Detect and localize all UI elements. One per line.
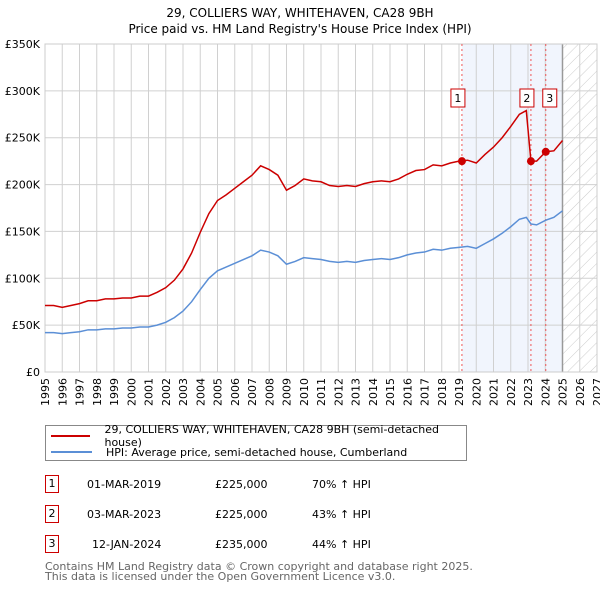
sale-point [526,157,535,166]
x-tick-label: 2021 [488,378,501,406]
sale-label-box: 3 [542,88,558,108]
x-tick-label: 2020 [470,378,483,406]
legend-item-hpi: HPI: Average price, semi-detached house,… [46,444,407,460]
x-tick-label: 1997 [74,378,87,406]
footer-copyright: Contains HM Land Registry data © Crown c… [45,560,473,573]
legend: 29, COLLIERS WAY, WHITEHAVEN, CA28 9BH (… [45,423,467,461]
x-tick-label: 2011 [315,378,328,406]
transaction-badge: 3 [45,535,59,553]
y-tick-label: £150K [5,225,41,238]
x-tick-label: 1998 [91,378,104,406]
transaction-badge: 1 [45,475,59,493]
sale-label-frame [542,88,558,108]
transaction-date: 01-MAR-2019 [87,478,162,491]
transaction-date: 12-JAN-2024 [92,538,162,551]
sale-label: 1 [454,92,461,105]
y-tick-label: £300K [5,85,41,98]
x-tick-label: 2014 [367,378,380,406]
sale-label-box: 1 [450,88,466,108]
price-chart: 29, COLLIERS WAY, WHITEHAVEN, CA28 9BH P… [5,6,600,406]
x-tick-label: 2024 [539,378,552,406]
sale-label-box: 2 [519,88,535,108]
x-tick-label: 2012 [332,378,345,406]
sale-label: 2 [523,92,530,105]
x-tick-label: 2015 [384,378,397,406]
hpi-line [45,210,563,335]
x-tick-label: 2013 [350,378,363,406]
x-tick-label: 1995 [39,378,52,406]
x-tick-label: 2016 [401,378,414,406]
legend-label: 29, COLLIERS WAY, WHITEHAVEN, CA28 9BH (… [104,423,439,449]
transaction-hpi: 44% ↑ HPI [312,538,371,551]
sale-label-frame [519,88,535,108]
transaction-price: £225,000 [215,478,268,491]
x-tick-label: 2007 [246,378,259,406]
x-tick-label: 2017 [419,378,432,406]
transaction-date: 03-MAR-2023 [87,508,162,521]
property-price-line [45,109,564,309]
sale-point [457,157,466,166]
x-tick-label: 1999 [108,378,121,406]
y-tick-label: £50K [12,319,41,332]
plot-border [44,43,598,373]
y-tick-label: £350K [5,38,41,51]
sale-point [541,147,550,156]
transaction-hpi: 70% ↑ HPI [312,478,371,491]
transaction-price: £235,000 [215,538,268,551]
legend-label: HPI: Average price, semi-detached house,… [106,445,408,459]
x-tick-label: 2008 [263,378,276,406]
x-tick-label: 2025 [557,378,570,406]
x-tick-label: 2022 [505,378,518,406]
y-tick-label: £200K [5,179,41,192]
x-tick-label: 2023 [522,378,535,406]
x-tick-label: 2001 [143,378,156,406]
x-tick-label: 2019 [453,378,466,406]
sale-label: 3 [546,92,553,105]
y-tick-label: £0 [26,366,40,379]
transaction-row: 2 03-MAR-2023 £225,000 43% ↑ HPI [45,505,465,525]
legend-swatch-red [51,435,91,437]
x-tick-label: 2010 [298,378,311,406]
transaction-hpi: 43% ↑ HPI [312,508,371,521]
chart-title: 29, COLLIERS WAY, WHITEHAVEN, CA28 9BH [166,6,433,20]
x-tick-label: 2026 [574,378,587,406]
legend-swatch-blue [51,451,92,453]
x-tick-label: 2018 [436,378,449,406]
footer-licence: This data is licensed under the Open Gov… [45,570,396,583]
x-tick-label: 2005 [212,378,225,406]
x-tick-label: 2006 [229,378,242,406]
transaction-row: 3 12-JAN-2024 £235,000 44% ↑ HPI [45,535,465,555]
x-tick-label: 2000 [125,378,138,406]
transaction-row: 1 01-MAR-2019 £225,000 70% ↑ HPI [45,475,465,495]
x-tick-label: 2009 [281,378,294,406]
chart-subtitle: Price paid vs. HM Land Registry's House … [128,22,471,36]
y-tick-label: £250K [5,132,41,145]
transaction-badge: 2 [45,505,59,523]
x-tick-label: 1996 [56,378,69,406]
x-tick-label: 2004 [194,378,207,406]
sale-label-frame [450,88,466,108]
x-tick-label: 2027 [591,378,600,406]
x-tick-label: 2003 [177,378,190,406]
y-tick-label: £100K [5,272,41,285]
transaction-price: £225,000 [215,508,268,521]
legend-item-property: 29, COLLIERS WAY, WHITEHAVEN, CA28 9BH (… [46,423,466,449]
x-tick-label: 2002 [160,378,173,406]
